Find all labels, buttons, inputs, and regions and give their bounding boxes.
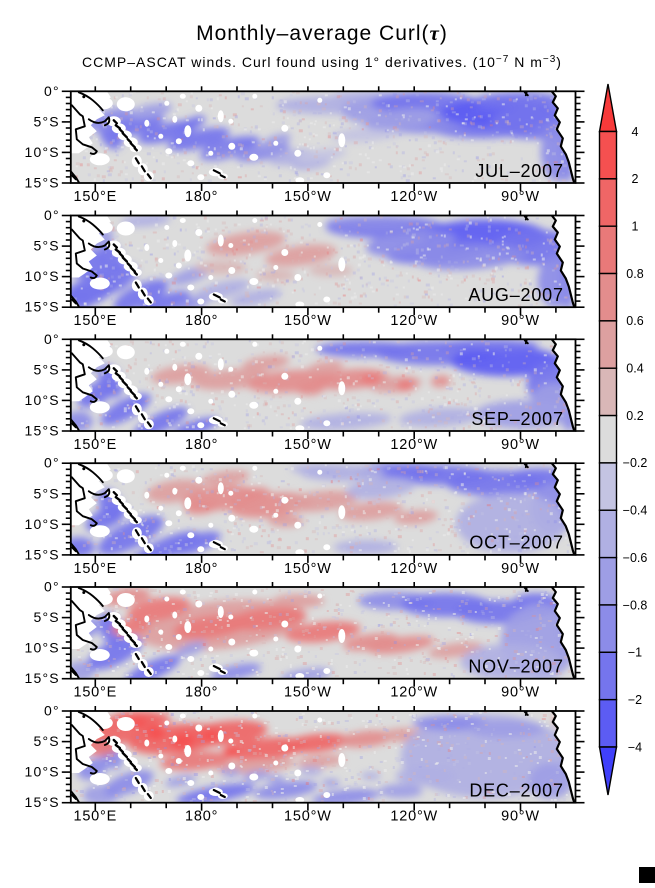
svg-text:90°W: 90°W bbox=[501, 561, 540, 577]
svg-text:120°W: 120°W bbox=[390, 561, 438, 577]
svg-text:0°: 0° bbox=[44, 331, 60, 347]
svg-text:150°W: 150°W bbox=[284, 561, 332, 577]
svg-text:180°: 180° bbox=[185, 561, 218, 577]
svg-text:90°W: 90°W bbox=[501, 189, 540, 205]
svg-text:0°: 0° bbox=[44, 703, 60, 719]
svg-text:0°: 0° bbox=[44, 579, 60, 595]
svg-text:2: 2 bbox=[632, 172, 639, 186]
svg-text:15°S: 15°S bbox=[24, 175, 59, 191]
svg-text:90°W: 90°W bbox=[501, 685, 540, 701]
svg-text:150°E: 150°E bbox=[73, 189, 117, 205]
svg-text:0°: 0° bbox=[44, 207, 60, 223]
svg-text:15°S: 15°S bbox=[24, 670, 59, 686]
svg-text:5°S: 5°S bbox=[33, 238, 59, 254]
svg-text:0.2: 0.2 bbox=[626, 409, 643, 423]
svg-text:Monthly–average Curl(τ): Monthly–average Curl(τ) bbox=[196, 21, 448, 45]
svg-text:10°S: 10°S bbox=[24, 516, 59, 532]
svg-text:0.8: 0.8 bbox=[626, 267, 643, 281]
svg-text:10°S: 10°S bbox=[24, 144, 59, 160]
svg-text:5°S: 5°S bbox=[33, 113, 59, 129]
svg-text:15°S: 15°S bbox=[24, 794, 59, 810]
svg-text:150°W: 150°W bbox=[284, 685, 332, 701]
svg-text:NOV–2007: NOV–2007 bbox=[468, 657, 563, 677]
svg-text:5°S: 5°S bbox=[33, 609, 59, 625]
svg-text:180°: 180° bbox=[185, 437, 218, 453]
svg-text:0.4: 0.4 bbox=[626, 362, 643, 376]
svg-text:150°W: 150°W bbox=[284, 437, 332, 453]
svg-text:150°W: 150°W bbox=[284, 313, 332, 329]
svg-text:1: 1 bbox=[632, 220, 639, 234]
svg-text:180°: 180° bbox=[185, 685, 218, 701]
svg-text:150°W: 150°W bbox=[284, 189, 332, 205]
svg-text:−2: −2 bbox=[628, 693, 642, 707]
svg-text:10°S: 10°S bbox=[24, 268, 59, 284]
svg-text:15°S: 15°S bbox=[24, 423, 59, 439]
svg-text:90°W: 90°W bbox=[501, 313, 540, 329]
svg-text:−0.2: −0.2 bbox=[623, 456, 648, 470]
svg-text:10°S: 10°S bbox=[24, 392, 59, 408]
svg-text:5°S: 5°S bbox=[33, 361, 59, 377]
svg-text:4: 4 bbox=[632, 125, 639, 139]
svg-text:120°W: 120°W bbox=[390, 313, 438, 329]
svg-text:−0.8: −0.8 bbox=[623, 598, 648, 612]
svg-text:150°E: 150°E bbox=[73, 561, 117, 577]
svg-text:AUG–2007: AUG–2007 bbox=[468, 285, 563, 305]
svg-text:5°S: 5°S bbox=[33, 733, 59, 749]
svg-text:0°: 0° bbox=[44, 455, 60, 471]
svg-text:150°E: 150°E bbox=[73, 809, 117, 825]
svg-text:10°S: 10°S bbox=[24, 764, 59, 780]
svg-text:150°W: 150°W bbox=[284, 809, 332, 825]
svg-text:OCT–2007: OCT–2007 bbox=[469, 533, 563, 553]
svg-text:120°W: 120°W bbox=[390, 437, 438, 453]
svg-text:15°S: 15°S bbox=[24, 299, 59, 315]
svg-text:0°: 0° bbox=[44, 83, 60, 99]
svg-text:15°S: 15°S bbox=[24, 546, 59, 562]
svg-text:150°E: 150°E bbox=[73, 313, 117, 329]
svg-text:−4: −4 bbox=[628, 740, 642, 754]
svg-text:90°W: 90°W bbox=[501, 809, 540, 825]
svg-text:DEC–2007: DEC–2007 bbox=[469, 781, 563, 801]
svg-text:120°W: 120°W bbox=[390, 189, 438, 205]
svg-text:180°: 180° bbox=[185, 809, 218, 825]
svg-text:5°S: 5°S bbox=[33, 485, 59, 501]
svg-text:120°W: 120°W bbox=[390, 685, 438, 701]
svg-text:150°E: 150°E bbox=[73, 437, 117, 453]
svg-text:150°E: 150°E bbox=[73, 685, 117, 701]
svg-text:−1: −1 bbox=[628, 646, 642, 660]
svg-text:180°: 180° bbox=[185, 189, 218, 205]
svg-text:JUL–2007: JUL–2007 bbox=[475, 161, 563, 181]
svg-text:0.6: 0.6 bbox=[626, 314, 643, 328]
svg-text:−0.4: −0.4 bbox=[623, 504, 648, 518]
svg-text:SEP–2007: SEP–2007 bbox=[471, 409, 563, 429]
svg-text:180°: 180° bbox=[185, 313, 218, 329]
svg-text:CCMP–ASCAT winds. Curl found u: CCMP–ASCAT winds. Curl found using 1° de… bbox=[82, 54, 562, 70]
svg-text:90°W: 90°W bbox=[501, 437, 540, 453]
svg-text:10°S: 10°S bbox=[24, 640, 59, 656]
svg-text:120°W: 120°W bbox=[390, 809, 438, 825]
svg-text:−0.6: −0.6 bbox=[623, 551, 648, 565]
